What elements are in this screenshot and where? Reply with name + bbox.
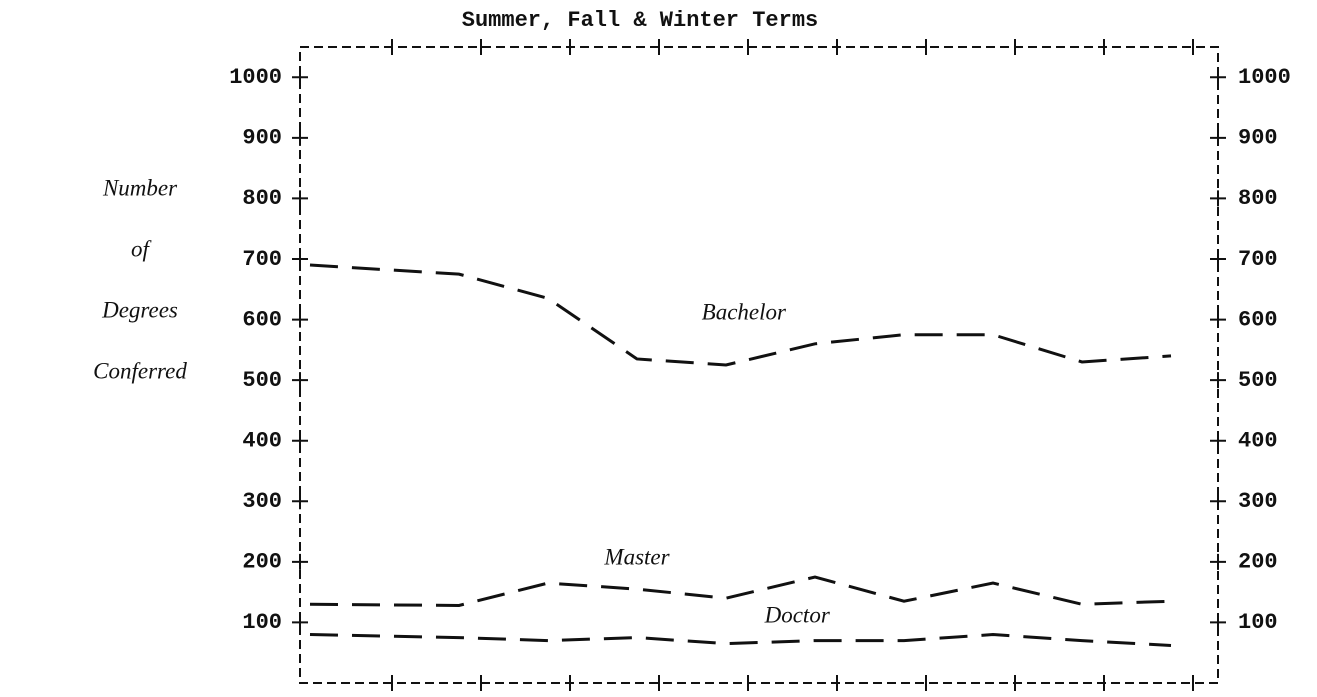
y2-tick: [1210, 614, 1226, 631]
x-tick-label: 80-1: [878, 695, 931, 697]
y-tick-label: 300: [242, 489, 282, 514]
y2-tick-label: 800: [1238, 186, 1278, 211]
x-tick-label: 77-8: [611, 695, 664, 697]
y2-tick-label: 600: [1238, 307, 1278, 332]
y2-tick-label: 200: [1238, 550, 1278, 575]
y-tick: [292, 69, 308, 86]
y-tick-label: 100: [242, 610, 282, 635]
y-axis-label: Number: [102, 175, 178, 200]
y-tick-label: 700: [242, 247, 282, 272]
y2-tick: [1210, 190, 1226, 207]
y2-tick-label: 700: [1238, 247, 1278, 272]
y-axis-label: Conferred: [93, 358, 187, 383]
series-line: [309, 633, 1172, 647]
plot-frame: [299, 46, 1219, 684]
series-label: Bachelor: [702, 300, 787, 325]
series-label: Master: [603, 544, 670, 569]
x-tick-label: 81-2: [967, 695, 1020, 697]
x-tick-label: 75-6: [433, 695, 486, 697]
y2-tick-label: 900: [1238, 126, 1278, 151]
series-line: [309, 575, 1172, 607]
x-tick-label: 82-3: [1056, 695, 1109, 697]
y-tick-label: 400: [242, 429, 282, 454]
y-axis-label: Degrees: [101, 297, 178, 322]
y-tick: [292, 311, 308, 328]
y2-tick-label: 400: [1238, 429, 1278, 454]
y2-tick-label: 300: [1238, 489, 1278, 514]
x-tick-label: 76-7: [522, 695, 575, 697]
y-tick-label: 1000: [229, 65, 282, 90]
y-tick-label: 200: [242, 550, 282, 575]
y-tick: [292, 493, 308, 510]
x-tick-label: 74-5: [344, 695, 397, 697]
x-tick-label: 79-80: [782, 695, 848, 697]
y2-tick: [1210, 311, 1226, 328]
y-axis-label: of: [131, 236, 153, 261]
y2-tick: [1210, 432, 1226, 449]
x-tick-label: 78-9: [700, 695, 753, 697]
y2-tick: [1210, 69, 1226, 86]
y-tick-label: 800: [242, 186, 282, 211]
y2-tick-label: 100: [1238, 610, 1278, 635]
y-tick: [292, 251, 308, 267]
y2-tick: [1210, 372, 1226, 389]
y2-tick: [1210, 251, 1226, 267]
y-tick-label: 500: [242, 368, 282, 393]
y-tick-label: 900: [242, 126, 282, 151]
y-tick-label: 600: [242, 307, 282, 332]
chart-title: Summer, Fall & Winter Terms: [462, 8, 818, 33]
y2-tick-label: 500: [1238, 368, 1278, 393]
series-label: Doctor: [764, 602, 831, 627]
y2-tick: [1210, 493, 1226, 510]
x-tick-label: 83-4: [1145, 695, 1198, 697]
series-line: [309, 263, 1172, 367]
y2-tick: [1210, 129, 1226, 146]
y-tick: [292, 129, 308, 146]
y2-tick: [1210, 553, 1226, 570]
y-tick: [292, 190, 308, 207]
y-tick: [292, 614, 308, 631]
y2-tick-label: 1000: [1238, 65, 1291, 90]
y-tick: [292, 553, 308, 570]
y-tick: [292, 372, 308, 389]
y-tick: [292, 432, 308, 449]
